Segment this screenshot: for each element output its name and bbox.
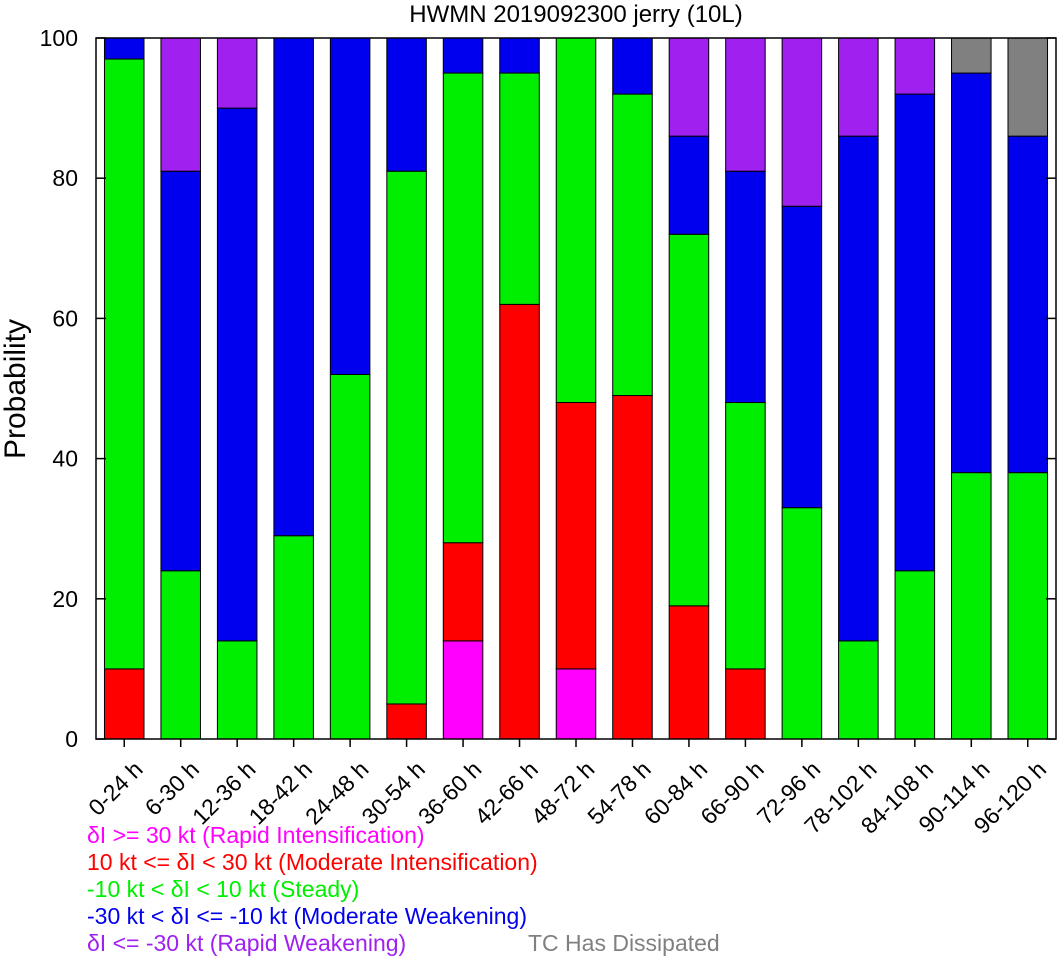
y-tick-label-1: 20 (52, 586, 78, 612)
bar-segment-0-3 (103, 37, 145, 60)
y-tick-label-3: 60 (52, 305, 78, 331)
bar-segment-5-2 (386, 170, 427, 705)
bar-segment-10-1 (668, 605, 710, 740)
bar-segment-2-2 (216, 640, 258, 740)
bar-segment-6-2 (442, 72, 484, 544)
bar-segment-15-5 (951, 37, 992, 74)
bar-segment-7-3 (499, 37, 540, 74)
bar-segment-8-0 (555, 668, 597, 740)
chart-title: HWMN 2019092300 jerry (10L) (409, 1, 742, 28)
bar-segment-4-3 (329, 37, 371, 375)
bar-segment-1-2 (160, 570, 201, 740)
y-tick-label-5: 100 (40, 25, 78, 51)
bar-segment-3-3 (273, 37, 314, 537)
bar-segment-11-2 (725, 402, 766, 670)
y-tick-label-2: 40 (52, 446, 78, 472)
bar-segment-2-3 (216, 107, 258, 642)
bar-segment-5-1 (386, 703, 427, 740)
bar-segment-5-3 (386, 37, 427, 172)
bar-segment-12-3 (781, 205, 823, 509)
legend-steady: -10 kt < δI < 10 kt (Steady) (87, 876, 360, 902)
y-tick-label-0: 0 (65, 726, 78, 752)
bar-segment-14-3 (894, 93, 936, 572)
bar-segment-16-2 (1007, 472, 1049, 740)
bar-segment-12-4 (781, 37, 823, 207)
bar-segment-1-3 (160, 170, 201, 572)
bar-segment-1-4 (160, 37, 201, 172)
bar-segment-11-3 (725, 170, 766, 404)
bar-segment-15-3 (951, 72, 992, 474)
bar-segment-8-2 (555, 37, 597, 404)
bar-segment-0-1 (103, 668, 145, 740)
bar-segment-6-1 (442, 542, 484, 642)
bar-segment-9-2 (612, 93, 653, 397)
bar-segment-10-3 (668, 135, 710, 235)
bar-segment-11-4 (725, 37, 766, 172)
bar-segment-14-4 (894, 37, 936, 95)
bar-segment-7-1 (499, 303, 540, 740)
legend-rapid-intensification: δI >= 30 kt (Rapid Intensification) (87, 822, 425, 848)
bar-segment-13-2 (838, 640, 879, 740)
bar-segment-6-0 (442, 640, 484, 740)
bar-segment-10-2 (668, 233, 710, 607)
bars-group (103, 37, 1049, 740)
bar-segment-10-4 (668, 37, 710, 137)
y-axis-label: Probability (0, 319, 32, 459)
bar-segment-8-1 (555, 402, 597, 670)
y-axis: 0 20 40 60 80 100 (40, 25, 1056, 752)
bar-segment-13-4 (838, 37, 879, 137)
bar-segment-0-2 (103, 58, 145, 670)
y-tick-label-4: 80 (52, 165, 78, 191)
bar-segment-12-2 (781, 507, 823, 740)
bar-segment-16-5 (1007, 37, 1049, 137)
bar-segment-11-1 (725, 668, 766, 740)
bar-segment-4-2 (329, 373, 371, 740)
bar-segment-9-3 (612, 37, 653, 95)
bar-segment-15-2 (951, 472, 992, 740)
legend-dissipated: TC Has Dissipated (528, 930, 720, 956)
bar-segment-13-3 (838, 135, 879, 642)
x-tick-label-0: 0-24 h (83, 756, 148, 821)
legend-moderate-weakening: -30 kt < δI <= -10 kt (Moderate Weakenin… (87, 903, 528, 929)
bar-segment-9-1 (612, 395, 653, 740)
bar-segment-7-2 (499, 72, 540, 305)
bar-segment-2-4 (216, 37, 258, 109)
legend-moderate-intensification: 10 kt <= δI < 30 kt (Moderate Intensific… (87, 849, 538, 875)
bar-segment-14-2 (894, 570, 936, 740)
bar-segment-3-2 (273, 535, 314, 740)
bar-segment-6-3 (442, 37, 484, 74)
bar-segment-16-3 (1007, 135, 1049, 474)
legend-rapid-weakening: δI <= -30 kt (Rapid Weakening) (87, 930, 407, 956)
